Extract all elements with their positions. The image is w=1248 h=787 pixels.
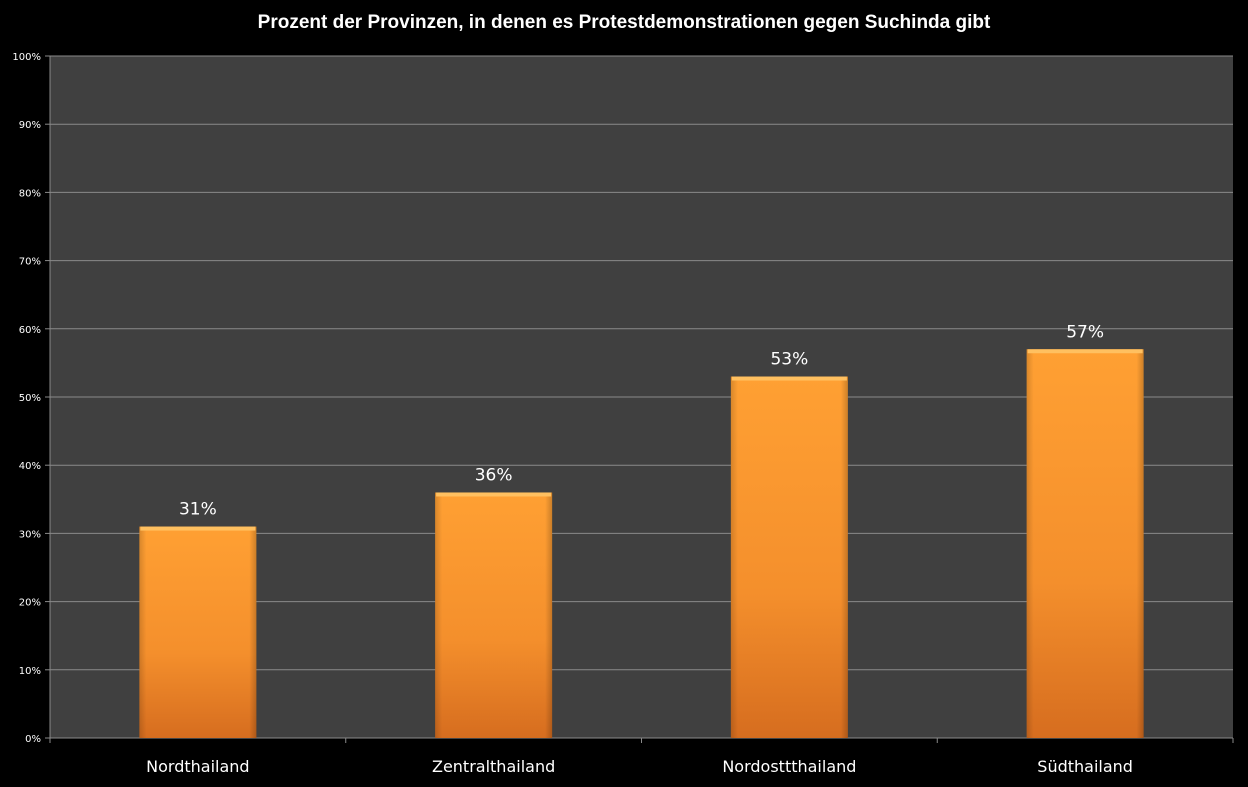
x-tick-label: Zentralthailand — [432, 757, 555, 776]
x-tick-label: Südthailand — [1037, 757, 1133, 776]
y-tick-label: 70% — [19, 257, 41, 268]
y-tick-label: 90% — [19, 120, 41, 131]
bar-nordosttthailand — [730, 376, 848, 738]
y-tick-label: 20% — [19, 598, 41, 609]
y-tick-label: 50% — [19, 393, 41, 404]
bar-shade — [1026, 349, 1144, 738]
data-label: 53% — [770, 350, 808, 370]
bar-shade — [730, 376, 848, 738]
data-label: 31% — [179, 500, 217, 520]
bar-nordthailand — [139, 526, 257, 738]
x-tick-label: Nordosttthailand — [722, 757, 856, 776]
data-label: 36% — [475, 465, 513, 485]
bar-shade — [139, 526, 257, 738]
bar-top-bevel — [140, 526, 256, 531]
bar-shade — [435, 492, 553, 738]
data-label: 57% — [1066, 322, 1104, 342]
y-tick-label: 10% — [19, 666, 41, 677]
chart-title: Prozent der Provinzen, in denen es Prote… — [257, 12, 991, 33]
bar-top-bevel — [436, 492, 552, 497]
x-tick-label: Nordthailand — [146, 757, 249, 776]
y-tick-label: 60% — [19, 325, 41, 336]
y-tick-label: 0% — [25, 734, 41, 745]
y-tick-label: 30% — [19, 529, 41, 540]
bar-südthailand — [1026, 349, 1144, 738]
y-tick-label: 40% — [19, 461, 41, 472]
bar-top-bevel — [1027, 349, 1143, 354]
y-tick-label: 100% — [12, 52, 41, 63]
y-tick-label: 80% — [19, 188, 41, 199]
bar-zentralthailand — [435, 492, 553, 738]
bar-top-bevel — [731, 376, 847, 381]
